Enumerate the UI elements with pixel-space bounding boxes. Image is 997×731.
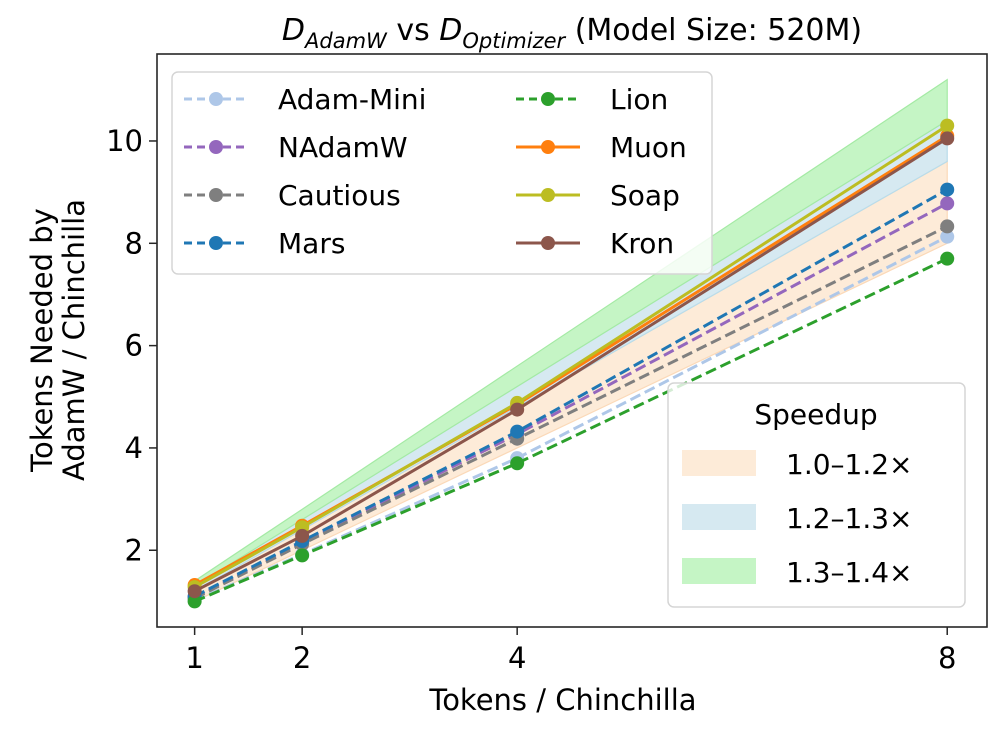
series-line-mars (193, 188, 948, 598)
x-tick-label: 8 (938, 641, 956, 675)
series-line-cautious (193, 225, 948, 600)
speedup-legend-item-2: 1.2–1.3× (682, 502, 913, 535)
y-axis-label-line-1: Tokens Needed by (25, 208, 59, 473)
legend-item-mars: Mars (184, 227, 345, 260)
legend-label: Muon (610, 131, 687, 164)
legend-label: Soap (610, 179, 680, 212)
speedup-legend-swatch (682, 558, 756, 584)
data-point-lion-x1 (187, 594, 202, 609)
x-axis-label: Tokens / Chinchilla (428, 683, 696, 717)
data-point-kron-x2 (295, 528, 310, 543)
speedup-legend-frame (667, 382, 966, 608)
plot-frame (156, 53, 988, 628)
y-axis-label-line-2: AdamW / Chinchilla (57, 199, 91, 481)
legend-swatch-marker (209, 140, 223, 154)
legend-swatch-marker (541, 140, 555, 154)
title-suffix: (Model Size: 520M) (565, 13, 862, 48)
speedup-legend-title: Speedup (754, 398, 877, 431)
data-point-soap-x8 (940, 118, 955, 133)
data-point-mars-x8 (940, 182, 955, 197)
speedup-legend-label: 1.2–1.3× (786, 502, 913, 535)
legend-label: NAdamW (278, 131, 408, 164)
legend-item-lion: Lion (516, 83, 668, 116)
legend-item-nadamw: NAdamW (184, 131, 408, 164)
speedup-legend-swatch (682, 450, 756, 476)
legend-swatch-marker (209, 92, 223, 106)
legend-item-cautious: Cautious (184, 179, 401, 212)
legend-item-kron: Kron (516, 227, 674, 260)
x-tick-label: 2 (293, 641, 311, 675)
legend-swatch-marker (541, 188, 555, 202)
legend-label: Cautious (278, 179, 401, 212)
speedup-legend: Speedup 1.0–1.2× 1.2–1.3× 1.3–1.4× (667, 382, 966, 608)
legend-label: Lion (610, 83, 668, 116)
legend-label: Mars (278, 227, 345, 260)
legend-swatch-marker (541, 236, 555, 250)
data-point-kron-x8 (940, 131, 955, 146)
series-lines (187, 118, 955, 609)
series-line-soap (193, 124, 949, 589)
series-lion (187, 251, 955, 609)
y-tick-label: 8 (125, 226, 143, 260)
series-legend: Adam-Mini NAdamW Cautious Mars Lion Muon Soap K… (171, 71, 713, 275)
data-point-lion-x4 (510, 456, 525, 471)
data-point-cautious-x8 (940, 219, 955, 234)
series-line-kron (193, 137, 949, 593)
speedup-bands (194, 78, 948, 603)
data-point-nadamw-x8 (940, 196, 955, 211)
legend-swatch-marker (541, 92, 555, 106)
series-kron (187, 131, 955, 599)
title-vs: vs (387, 13, 439, 48)
y-axis-label: Tokens Needed by AdamW / Chinchilla (25, 199, 91, 481)
legend-label: Adam-Mini (278, 83, 426, 116)
series-legend-frame (171, 71, 713, 275)
title-d1-sub: AdamW (303, 29, 388, 53)
series-line-nadamw (193, 202, 948, 599)
title-d2: D (439, 13, 462, 48)
x-axis: 1 2 4 8 (185, 627, 956, 675)
speedup-legend-label: 1.3–1.4× (786, 556, 913, 589)
legend-item-soap: Soap (516, 179, 680, 212)
x-tick-label: 1 (185, 641, 203, 675)
speedup-legend-item-3: 1.3–1.4× (682, 556, 913, 589)
data-point-kron-x4 (510, 402, 525, 417)
data-point-lion-x2 (295, 548, 310, 563)
y-tick-label: 2 (125, 533, 143, 567)
legend-item-muon: Muon (516, 131, 687, 164)
series-line-lion (194, 257, 948, 603)
legend-label: Kron (610, 227, 674, 260)
y-tick-label: 6 (125, 329, 143, 363)
data-point-mars-x4 (510, 424, 525, 439)
title-d1: D (282, 13, 305, 48)
speedup-legend-swatch (682, 504, 756, 530)
legend-swatch-marker (209, 236, 223, 250)
speedup-legend-item-1: 1.0–1.2× (682, 448, 913, 481)
title-d2-sub: Optimizer (462, 29, 566, 53)
y-axis: 2 4 6 8 10 (106, 124, 157, 567)
speedup-legend-label: 1.0–1.2× (786, 448, 913, 481)
y-tick-label: 10 (106, 124, 143, 158)
data-point-lion-x8 (940, 251, 955, 266)
data-point-adam-mini-x8 (940, 229, 955, 244)
chart-title: DAdamW vs DOptimizer (Model Size: 520M) (282, 13, 862, 53)
x-tick-label: 4 (508, 641, 526, 675)
legend-swatch-marker (209, 188, 223, 202)
data-point-kron-x1 (187, 584, 202, 599)
legend-item-adam-mini: Adam-Mini (184, 83, 426, 116)
y-tick-label: 4 (125, 431, 143, 465)
